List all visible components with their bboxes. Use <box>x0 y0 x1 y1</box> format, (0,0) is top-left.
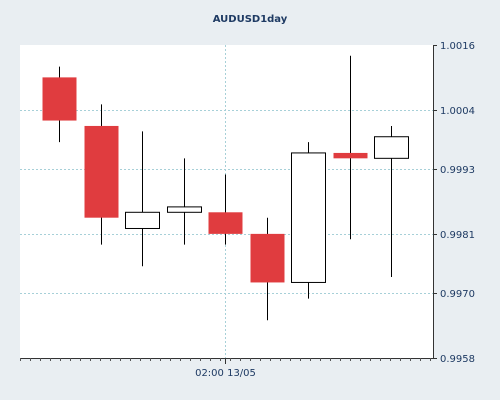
candle-body <box>84 125 119 218</box>
candle-body <box>125 211 160 229</box>
candle <box>84 104 119 245</box>
candle <box>250 217 285 321</box>
y-tick-label: 1.0004 <box>440 106 475 117</box>
candle <box>125 131 160 267</box>
candle-body <box>167 206 202 213</box>
y-tick-label: 0.9993 <box>440 165 475 176</box>
candle <box>291 142 326 299</box>
candle <box>208 174 243 245</box>
candle-layer <box>42 55 409 321</box>
axis-layer: 0.9958 0.9970 0.9981 0.9993 1.0004 1.0016 02:0… <box>20 41 475 379</box>
candle <box>333 55 368 240</box>
candle-body <box>250 233 285 283</box>
candle-body <box>208 212 243 234</box>
plot-area <box>20 45 433 358</box>
y-tick-label: 0.9958 <box>440 354 475 365</box>
candle <box>374 125 409 278</box>
candle <box>167 158 202 245</box>
candle-body <box>333 152 368 159</box>
chart-title: AUDUSD1day <box>213 14 288 25</box>
y-tick-label: 1.0016 <box>440 41 475 52</box>
x-tick-label: 02:00 13/05 <box>195 368 256 379</box>
candle-body <box>374 136 409 159</box>
y-tick-label: 0.9970 <box>440 289 475 300</box>
candle-body <box>42 77 77 121</box>
candle-body <box>291 152 326 283</box>
candle <box>42 66 77 143</box>
y-tick-label: 0.9981 <box>440 230 475 241</box>
